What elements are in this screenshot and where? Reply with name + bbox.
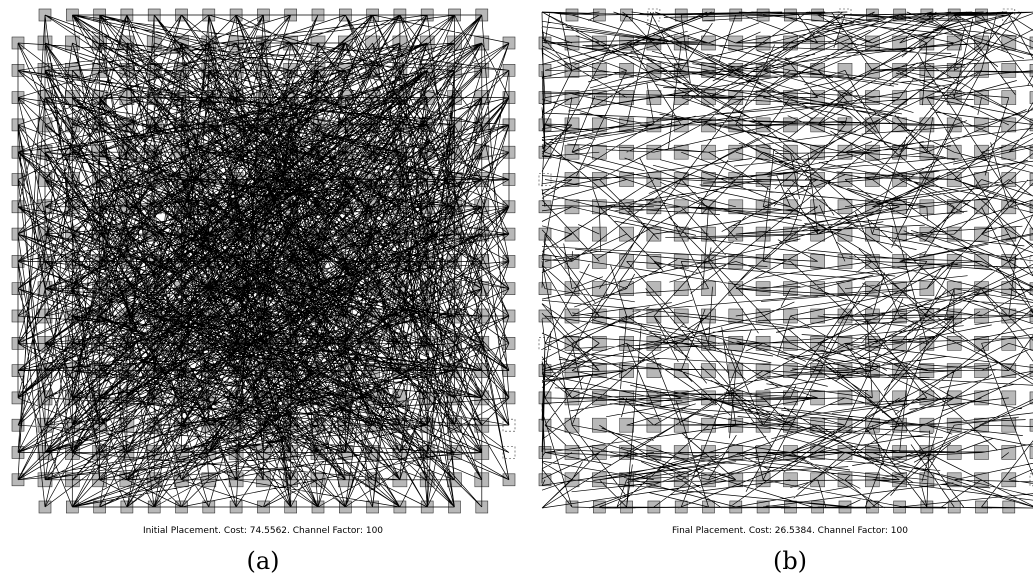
clb [673, 281, 689, 297]
caption: Initial Placement. Cost: 74.5562. Channe… [143, 526, 383, 536]
subfigure-label: (a) [246, 547, 279, 575]
clb [646, 363, 662, 378]
clb [783, 472, 798, 488]
subfigure-label: (b) [773, 547, 807, 575]
clb [619, 144, 634, 160]
io-pad [756, 8, 770, 22]
clb [755, 90, 771, 105]
io-pad [502, 446, 516, 459]
clb [1001, 62, 1017, 78]
net-lines [17, 14, 510, 508]
io-pad [1002, 500, 1016, 514]
clb [701, 363, 716, 378]
clb [646, 281, 662, 297]
panel-a [11, 8, 516, 514]
panel-b [538, 8, 1033, 514]
clb [728, 308, 744, 324]
caption: Final Placement. Cost: 26.5384. Channel … [672, 526, 908, 536]
clb [592, 281, 607, 297]
clb [755, 199, 771, 215]
